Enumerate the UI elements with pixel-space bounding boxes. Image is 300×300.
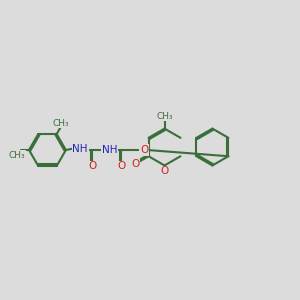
Text: O: O [88, 161, 96, 171]
Text: O: O [117, 161, 125, 171]
Text: O: O [160, 167, 169, 176]
Text: NH: NH [72, 144, 88, 154]
Text: CH₃: CH₃ [156, 112, 173, 121]
Text: O: O [140, 145, 148, 155]
Text: CH₃: CH₃ [52, 118, 69, 127]
Text: O: O [131, 159, 139, 169]
Text: NH: NH [101, 145, 117, 155]
Text: CH₃: CH₃ [8, 151, 25, 160]
